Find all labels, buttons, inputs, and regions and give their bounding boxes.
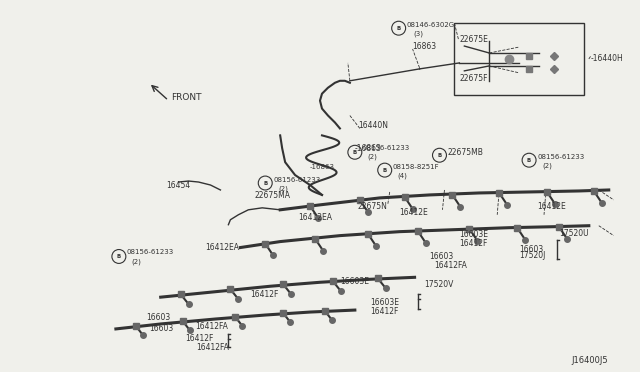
Text: 22675E: 22675E bbox=[460, 35, 488, 44]
Text: (3): (3) bbox=[413, 31, 424, 38]
Text: 16412F: 16412F bbox=[186, 334, 214, 343]
Text: -16440H: -16440H bbox=[591, 54, 623, 64]
Text: 08156-61233: 08156-61233 bbox=[273, 177, 321, 183]
Text: 22675F: 22675F bbox=[460, 74, 488, 83]
Text: 16603: 16603 bbox=[146, 312, 170, 321]
Text: B: B bbox=[397, 26, 401, 31]
Text: -16863: -16863 bbox=[355, 144, 381, 153]
Text: 16603E: 16603E bbox=[370, 298, 399, 307]
Text: 16412F: 16412F bbox=[460, 239, 488, 248]
Text: B: B bbox=[263, 180, 268, 186]
Text: 16412FA: 16412FA bbox=[196, 323, 228, 331]
Text: 16412F: 16412F bbox=[370, 307, 398, 315]
Text: 08156-61233: 08156-61233 bbox=[127, 250, 174, 256]
Text: B: B bbox=[383, 168, 387, 173]
Text: 08156-61233: 08156-61233 bbox=[363, 145, 410, 151]
Text: (2): (2) bbox=[368, 154, 378, 160]
Text: 16603E: 16603E bbox=[340, 277, 369, 286]
Text: 08156-61233: 08156-61233 bbox=[537, 154, 584, 160]
Text: 16603: 16603 bbox=[148, 324, 173, 333]
Text: (2): (2) bbox=[278, 186, 288, 192]
Text: 16603E: 16603E bbox=[460, 230, 488, 239]
Circle shape bbox=[392, 21, 406, 35]
Text: (2): (2) bbox=[542, 163, 552, 169]
Text: 16603: 16603 bbox=[519, 245, 543, 254]
Text: J16400J5: J16400J5 bbox=[571, 356, 607, 365]
Text: 16863: 16863 bbox=[413, 42, 436, 51]
Bar bbox=[454, 23, 584, 95]
Text: 22675MB: 22675MB bbox=[447, 148, 483, 157]
Text: 17520J: 17520J bbox=[519, 251, 545, 260]
Text: FRONT: FRONT bbox=[171, 93, 201, 102]
Text: 16440N: 16440N bbox=[358, 121, 388, 130]
Text: B: B bbox=[527, 158, 531, 163]
Text: B: B bbox=[116, 254, 121, 259]
Text: 16412E: 16412E bbox=[537, 202, 566, 211]
Text: 16412FA: 16412FA bbox=[435, 261, 467, 270]
Text: 16454: 16454 bbox=[166, 180, 191, 189]
Text: B: B bbox=[437, 153, 442, 158]
Circle shape bbox=[259, 176, 272, 190]
Text: 08146-6302G: 08146-6302G bbox=[406, 22, 455, 28]
Text: 16412FA: 16412FA bbox=[196, 343, 229, 352]
Text: -16863: -16863 bbox=[310, 164, 335, 170]
Text: B: B bbox=[353, 150, 357, 155]
Text: 16603: 16603 bbox=[429, 252, 454, 261]
Circle shape bbox=[378, 163, 392, 177]
Circle shape bbox=[112, 250, 126, 263]
Text: 08158-8251F: 08158-8251F bbox=[393, 164, 439, 170]
Text: 22675N: 22675N bbox=[358, 202, 388, 211]
Text: 16412F: 16412F bbox=[250, 290, 278, 299]
Circle shape bbox=[433, 148, 447, 162]
Text: 16412EA: 16412EA bbox=[205, 243, 239, 252]
Text: (2): (2) bbox=[132, 258, 141, 265]
Text: 17520U: 17520U bbox=[559, 229, 589, 238]
Text: 17520V: 17520V bbox=[424, 280, 454, 289]
Circle shape bbox=[348, 145, 362, 159]
Circle shape bbox=[522, 153, 536, 167]
Text: 16412E: 16412E bbox=[399, 208, 428, 217]
Text: 16412EA: 16412EA bbox=[298, 213, 332, 222]
Text: (4): (4) bbox=[397, 173, 408, 179]
Text: 22675MA: 22675MA bbox=[254, 192, 291, 201]
